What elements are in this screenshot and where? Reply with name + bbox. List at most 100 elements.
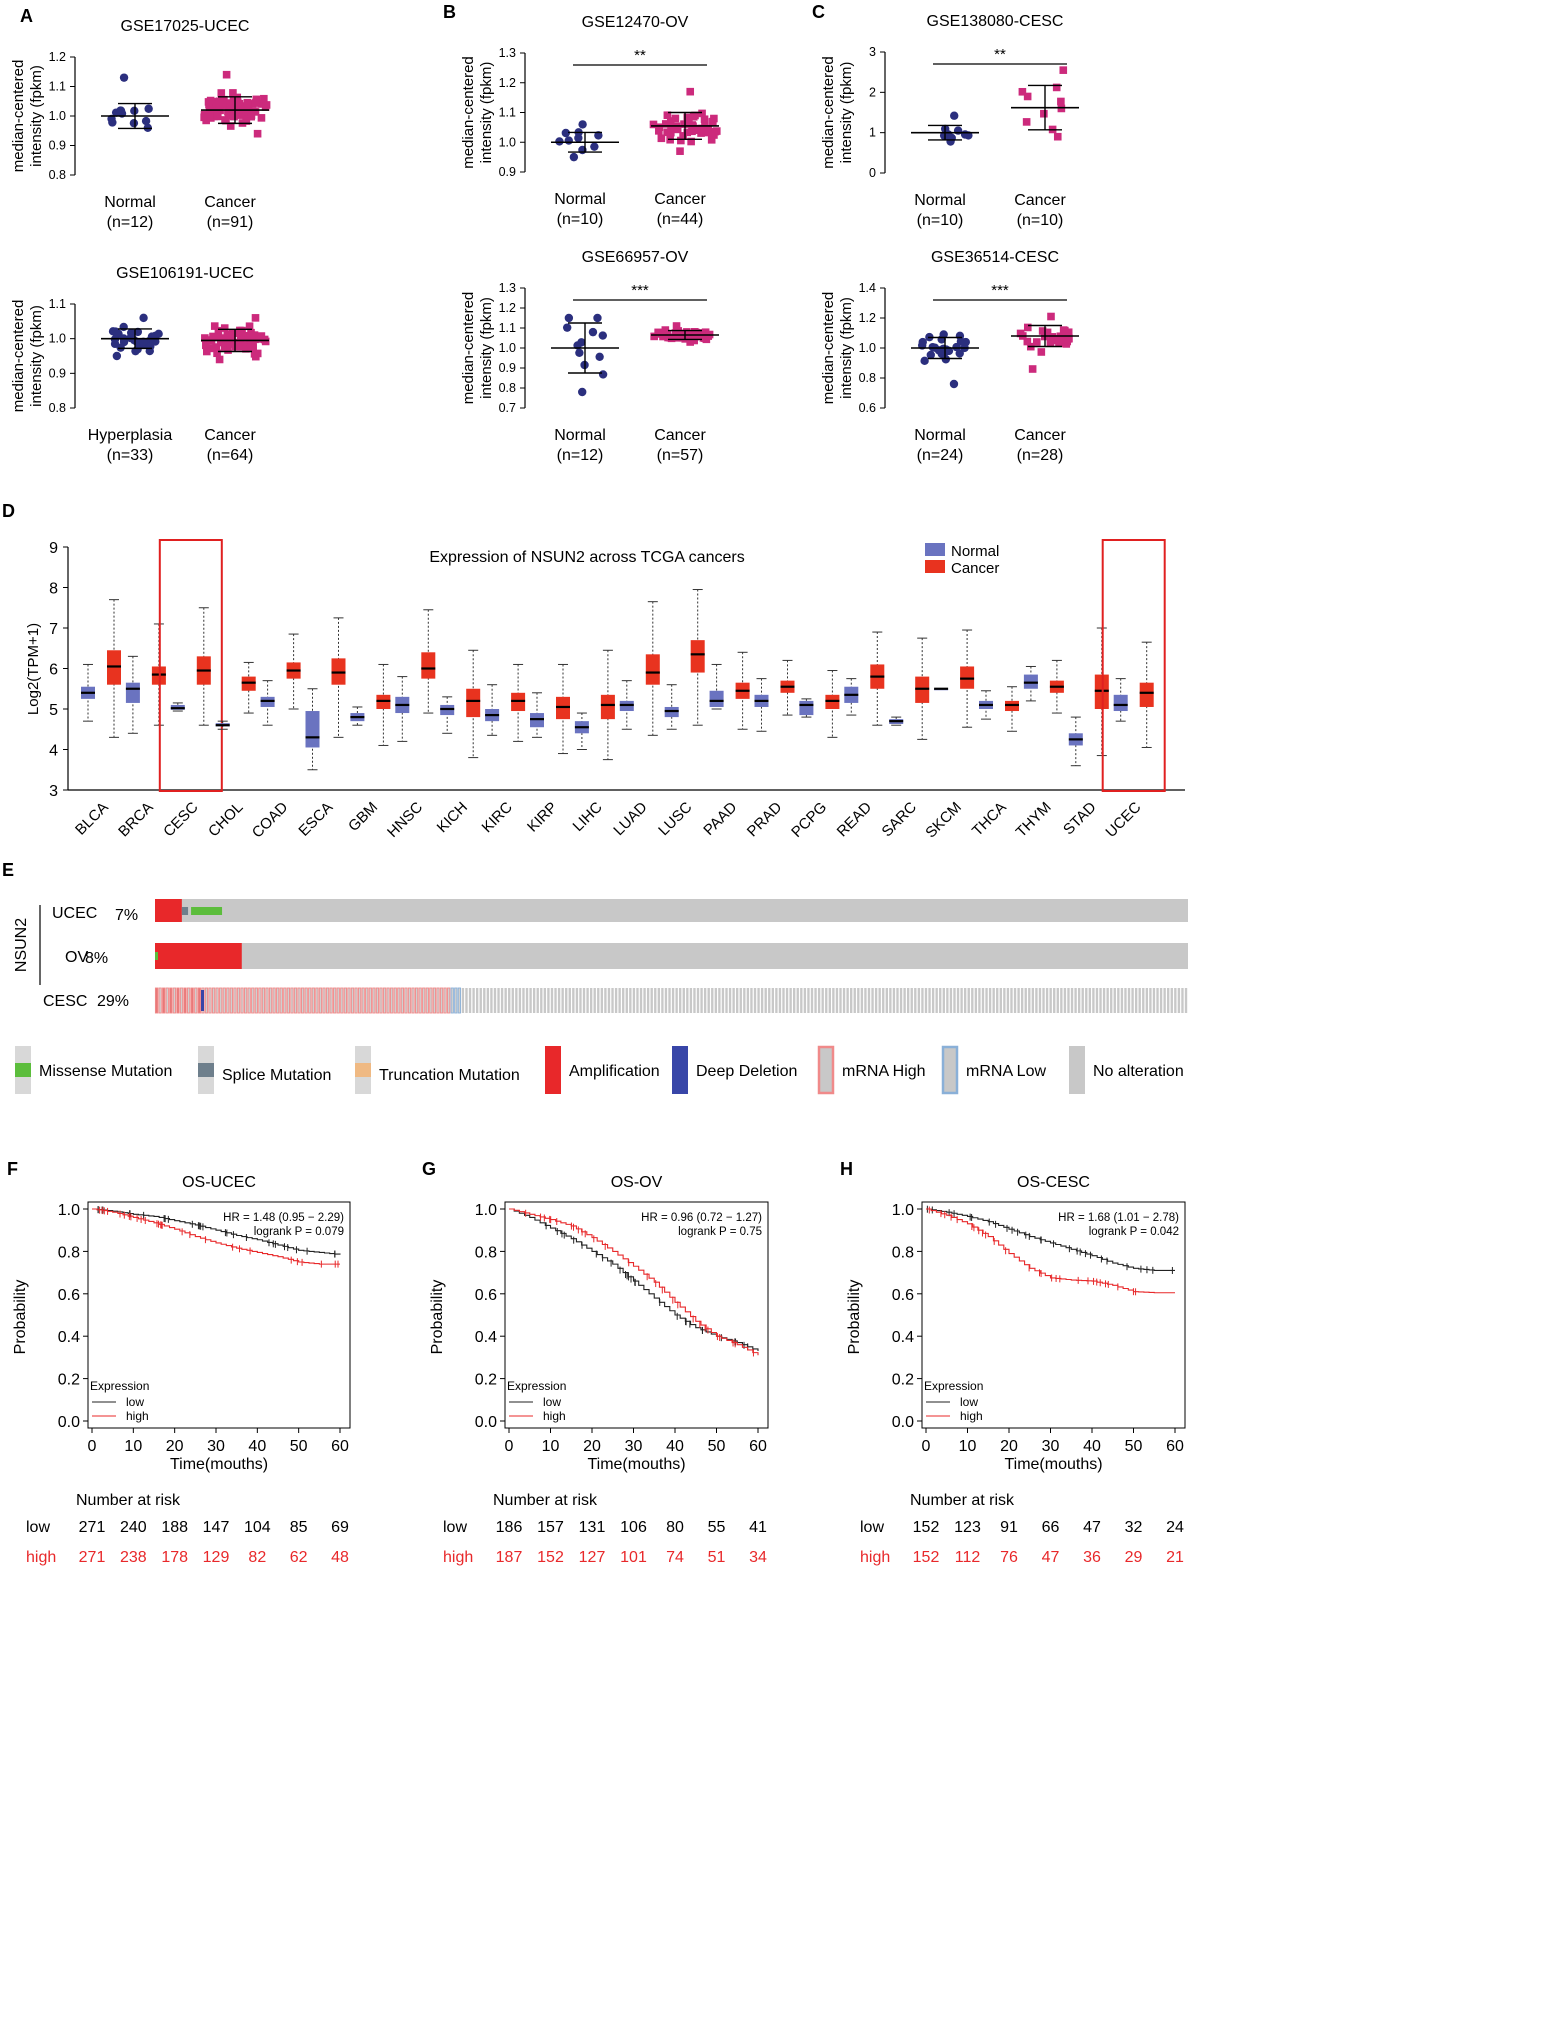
y-tick-label: 9: [49, 540, 58, 557]
data-point: [202, 341, 210, 350]
sample-bar: [778, 988, 782, 1013]
risk-table-title: Number at risk: [493, 1492, 598, 1509]
sample-bar: [244, 987, 248, 1014]
legend-title: Expression: [90, 1379, 149, 1393]
risk-high-label: high: [443, 1549, 473, 1566]
sample-bar: [743, 988, 746, 1013]
data-point: [672, 322, 681, 330]
risk-table-title: Number at risk: [910, 1492, 1015, 1509]
data-point: [1061, 326, 1069, 335]
sample-bar: [949, 988, 953, 1013]
sample-bar: [1010, 988, 1013, 1013]
legend-swatch: [15, 1063, 31, 1077]
sample-bar: [1149, 988, 1152, 1013]
sample-bar: [432, 987, 437, 1014]
data-point: [1059, 66, 1068, 74]
y-tick-label: 0.2: [58, 1372, 80, 1389]
data-point: [697, 129, 705, 137]
sample-bar: [689, 988, 693, 1013]
data-point: [1023, 323, 1032, 332]
data-point: [657, 134, 666, 143]
risk-high-value: 82: [248, 1549, 266, 1566]
data-point: [950, 111, 959, 120]
sample-bar: [522, 988, 525, 1013]
sample-bar: [475, 988, 479, 1013]
sample-bar: [614, 988, 618, 1013]
risk-low-value: 123: [954, 1519, 981, 1536]
cancer-group-skcm: SKCM: [922, 629, 975, 841]
sample-bar: [529, 988, 532, 1013]
sample-bar: [479, 988, 482, 1013]
data-point: [224, 346, 232, 354]
data-point: [261, 103, 270, 111]
risk-high-value: 152: [913, 1549, 940, 1566]
x-tick-label: UCEC: [1102, 799, 1144, 841]
sample-bar: [971, 988, 974, 1013]
sample-bar: [675, 988, 678, 1013]
sample-bar: [796, 988, 799, 1013]
x-tick-label: 60: [749, 1438, 767, 1455]
oncoprint-row-cesc: CESC 29%: [43, 987, 1188, 1014]
sample-bar: [618, 988, 621, 1013]
sample-bar: [425, 987, 429, 1014]
sample-bar: [540, 988, 543, 1013]
data-point: [941, 355, 951, 364]
y-tick-label: 1.0: [892, 1202, 914, 1219]
x-tick-label: THCA: [969, 799, 1010, 840]
y-tick-label: 0.0: [892, 1414, 914, 1431]
sample-bar: [240, 987, 244, 1014]
data-point: [222, 116, 230, 125]
data-point: [237, 341, 246, 349]
sample-bar: [572, 988, 575, 1013]
group-label: Normal: [554, 191, 606, 208]
panel-label: D: [2, 501, 15, 521]
sample-bar: [953, 988, 956, 1013]
data-point: [1016, 329, 1025, 338]
data-point: [677, 136, 685, 145]
data-point: [116, 106, 126, 116]
x-tick-label: 50: [708, 1438, 726, 1455]
data-point: [661, 120, 670, 128]
sample-bar: [436, 987, 440, 1014]
no-alteration-track: [155, 943, 1188, 969]
sample-bar: [461, 988, 465, 1013]
legend-label: mRNA High: [842, 1063, 926, 1080]
sample-bar: [525, 988, 529, 1013]
data-point: [926, 350, 935, 360]
data-point: [709, 117, 717, 126]
y-tick-label: 1.1: [499, 321, 516, 335]
sample-bar: [557, 988, 561, 1013]
data-point: [112, 351, 122, 361]
data-point: [594, 131, 603, 140]
x-tick-label: 60: [331, 1438, 349, 1455]
sample-bar: [1070, 988, 1074, 1013]
data-point: [213, 349, 221, 358]
legend-swatch: [355, 1063, 371, 1077]
sample-bar: [1020, 988, 1024, 1013]
sample-bar: [696, 988, 700, 1013]
y-tick-label: 1: [869, 126, 876, 140]
significance-stars: **: [634, 47, 646, 64]
sample-bar: [892, 988, 896, 1013]
sample-bar: [867, 988, 871, 1013]
y-tick-label: 1.2: [499, 76, 516, 90]
y-tick-label: 1.1: [49, 80, 66, 94]
sample-bar: [657, 988, 661, 1013]
risk-high-value: 36: [1083, 1549, 1101, 1566]
sample-bar: [650, 988, 653, 1013]
y-tick-label: 5: [49, 702, 58, 719]
sample-bar: [422, 987, 426, 1014]
y-tick-label: 1.1: [49, 297, 66, 311]
significance-stars: ***: [991, 282, 1009, 299]
sample-bar: [825, 988, 828, 1013]
sample-bar: [963, 988, 967, 1013]
sample-bar: [661, 988, 664, 1013]
risk-low-value: 157: [537, 1519, 564, 1536]
risk-low-label: low: [443, 1519, 467, 1536]
data-point: [561, 128, 571, 138]
amplification-block: [155, 943, 242, 969]
risk-high-value: 152: [537, 1549, 564, 1566]
sample-bar: [575, 988, 579, 1013]
sample-bar: [928, 988, 931, 1013]
highlight-box: [158, 539, 223, 792]
